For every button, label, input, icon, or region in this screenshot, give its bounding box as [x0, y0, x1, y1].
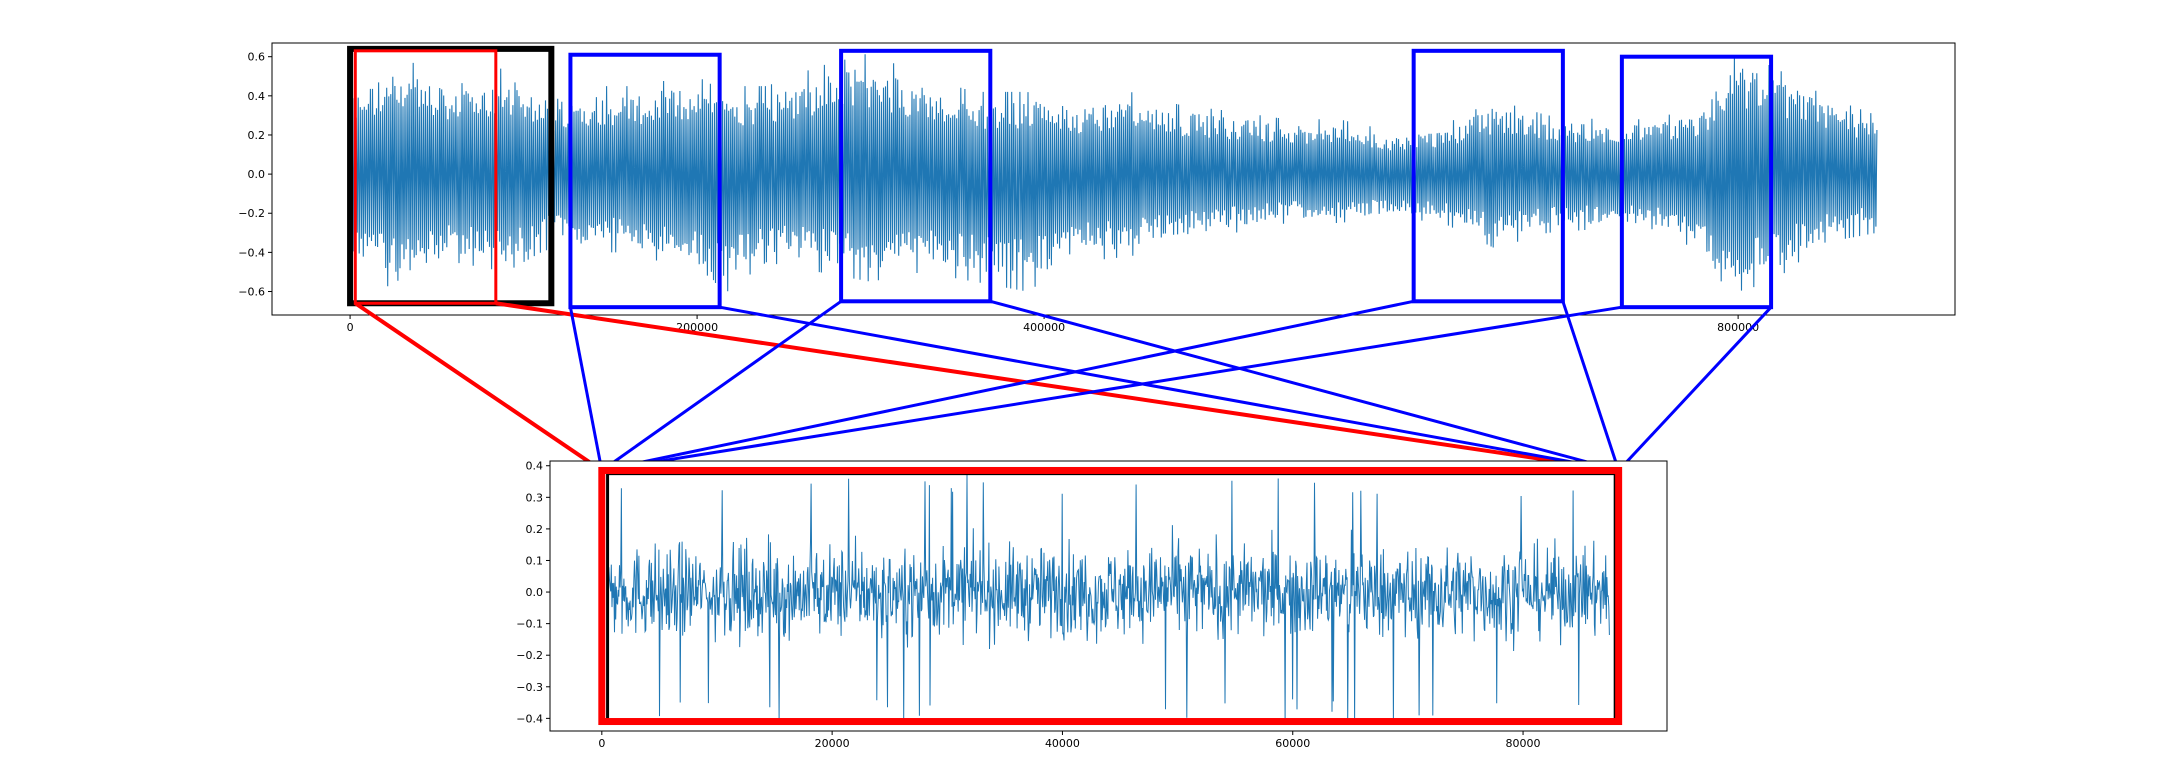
full-waveform-zoomed-excerpt — [353, 49, 498, 305]
full-waveform-sample-window-3 — [1411, 48, 1565, 304]
full-waveform-y-tick-label: −0.4 — [238, 246, 265, 259]
zoomed-waveform-y-tick-label: −0.4 — [516, 712, 543, 725]
full-waveform-y-axis: 0.6 0.4 0.2 0.0 −0.2 −0.4 −0.6 — [238, 51, 272, 299]
full-waveform-y-tick-label: −0.2 — [238, 207, 265, 220]
zoomed-waveform-y-tick-label: 0.1 — [526, 554, 544, 567]
connector-sample-window-3-left — [601, 299, 1414, 472]
connector-sample-window-3-right — [1561, 300, 1621, 471]
zoomed-waveform-windows — [598, 466, 1623, 726]
connector-sample-window-1-right — [719, 305, 1619, 472]
full-waveform-sample-window-1 — [568, 52, 722, 310]
zoomed-waveform-chart: 0 20000 40000 60000 80000 0.4 0.3 0.2 0.1 0.0 −0.… — [516, 460, 1668, 750]
zoomed-waveform-line — [607, 474, 1610, 724]
connector-sample-window-2-left — [600, 300, 842, 472]
zoomed-waveform-y-tick-label: 0.0 — [526, 586, 544, 599]
zoomed-waveform-x-tick-label: 40000 — [1045, 737, 1080, 750]
zoomed-waveform-x-tick-label: 60000 — [1275, 737, 1310, 750]
full-waveform-y-tick-label: −0.6 — [238, 286, 265, 299]
zoom-connectors — [354, 299, 1773, 473]
connector-sample-window-4-right — [1617, 306, 1773, 472]
zoomed-waveform-y-tick-label: −0.2 — [516, 649, 543, 662]
zoomed-waveform-x-tick-label: 20000 — [815, 737, 850, 750]
zoomed-waveform-x-tick-label: 80000 — [1506, 737, 1541, 750]
full-waveform-sample-window-2 — [839, 48, 993, 304]
full-waveform-y-tick-label: 0.4 — [248, 90, 266, 103]
connector-zoomed-excerpt-right — [495, 301, 1619, 473]
zoomed-waveform-zoom-frame-outline — [598, 466, 1623, 726]
full-waveform-sample-window-4 — [1619, 54, 1774, 310]
full-waveform-x-tick-label: 400000 — [1023, 321, 1065, 334]
full-waveform-y-tick-label: 0.2 — [248, 129, 266, 142]
zoomed-waveform-y-tick-label: 0.4 — [526, 460, 544, 473]
zoomed-waveform-x-axis: 0 20000 40000 60000 80000 — [598, 731, 1541, 750]
connector-sample-window-2-right — [989, 299, 1620, 472]
zoomed-waveform-y-tick-label: −0.1 — [516, 618, 543, 631]
zoomed-waveform-x-tick-label: 0 — [598, 737, 605, 750]
full-waveform-y-tick-label: 0.0 — [248, 168, 266, 181]
zoomed-waveform-y-axis: 0.4 0.3 0.2 0.1 0.0 −0.1 −0.2 −0.3 −0.4 — [516, 460, 550, 725]
full-waveform-y-tick-label: 0.6 — [248, 51, 266, 64]
full-waveform-windows — [347, 45, 1774, 310]
zoomed-waveform-y-tick-label: 0.2 — [526, 523, 544, 536]
full-waveform-chart: 0 200000 400000 800000 0.60.40.20.0−0.2−0.4… — [238, 42, 1956, 334]
zoomed-waveform-y-tick-label: 0.3 — [526, 491, 544, 504]
connector-zoomed-excerpt-left — [354, 301, 603, 473]
zoomed-waveform-series-line — [607, 474, 1610, 724]
full-waveform-x-tick-label: 0 — [347, 321, 354, 334]
connector-sample-window-4-left — [601, 305, 1623, 472]
zoomed-waveform-y-tick-label: −0.3 — [516, 681, 543, 694]
connector-sample-window-1-left — [568, 306, 604, 471]
